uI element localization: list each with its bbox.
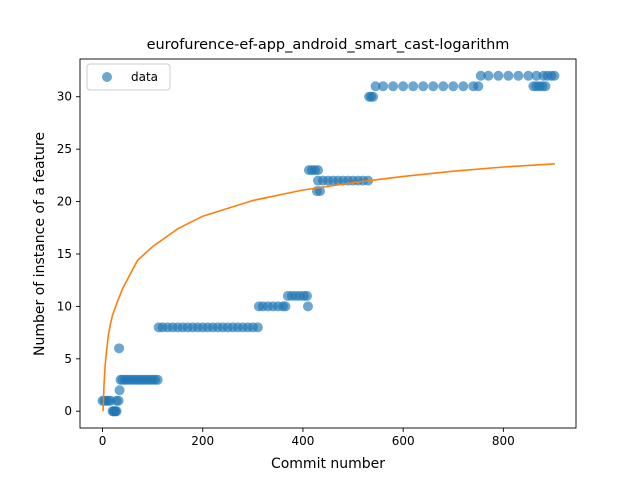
data-point: [418, 81, 429, 92]
plot-area: [80, 59, 576, 428]
y-axis-label: Number of instance of a feature: [32, 132, 48, 356]
data-point: [302, 301, 313, 312]
y-tick-label: 15: [57, 247, 72, 261]
data-point: [493, 70, 504, 81]
y-tick-label: 30: [57, 90, 72, 104]
x-tick-label: 200: [191, 434, 214, 448]
y-tick-label: 0: [64, 404, 72, 418]
fit-curve-line: [102, 163, 556, 412]
data-point: [398, 81, 409, 92]
data-point: [301, 290, 312, 301]
data-point: [483, 70, 494, 81]
data-point: [113, 395, 124, 406]
fit-layer: [102, 163, 556, 412]
data-point: [473, 81, 484, 92]
data-point: [252, 322, 263, 333]
data-point: [111, 406, 122, 417]
data-point: [280, 301, 291, 312]
data-point: [540, 81, 551, 92]
data-point: [370, 81, 381, 92]
data-point: [503, 70, 514, 81]
legend-box: [86, 63, 171, 91]
x-axis-label: Commit number: [271, 456, 385, 472]
data-point: [388, 81, 399, 92]
x-axis-ticks: 0 200 400 600 800: [99, 428, 515, 448]
x-tick-label: 0: [99, 434, 107, 448]
data-point: [312, 165, 323, 176]
y-tick-label: 10: [57, 299, 72, 313]
plot-frame: [79, 58, 577, 429]
data-point: [408, 81, 419, 92]
legend-label-data: data: [131, 70, 158, 84]
chart-title: eurofurence-ef-app_android_smart_cast-lo…: [147, 37, 510, 53]
data-point: [378, 81, 389, 92]
data-point: [475, 70, 486, 81]
x-tick-label: 600: [392, 434, 415, 448]
data-point: [152, 374, 163, 385]
y-tick-label: 20: [57, 195, 72, 209]
data-point: [458, 81, 469, 92]
data-point: [513, 70, 524, 81]
x-tick-label: 800: [492, 434, 515, 448]
y-axis-ticks: 0 5 10 15 20 25 30: [57, 90, 80, 418]
data-point: [549, 70, 560, 81]
data-point: [448, 81, 459, 92]
data-point: [114, 343, 125, 354]
data-point: [531, 70, 542, 81]
x-tick-label: 400: [291, 434, 314, 448]
data-layer: [97, 70, 560, 417]
y-tick-label: 5: [64, 352, 72, 366]
data-point: [438, 81, 449, 92]
data-point: [368, 91, 379, 102]
legend: data: [86, 63, 171, 91]
y-tick-label: 25: [57, 142, 72, 156]
data-point: [428, 81, 439, 92]
legend-marker-data: [102, 72, 112, 82]
data-point: [523, 70, 534, 81]
data-point: [114, 385, 125, 396]
